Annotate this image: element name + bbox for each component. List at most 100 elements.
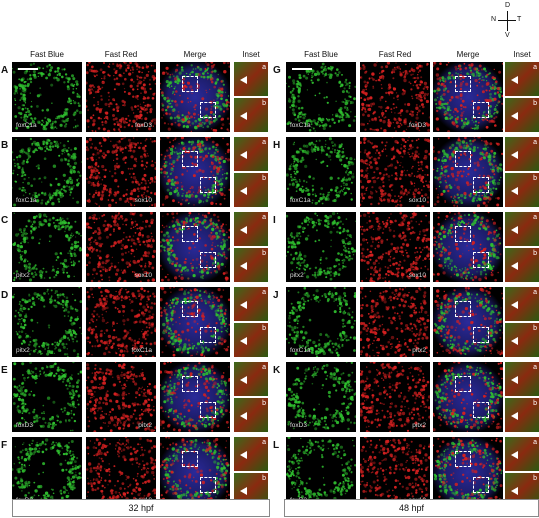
- inset-E-b: b: [234, 398, 268, 432]
- inset-A-a-arrowhead: [240, 76, 247, 84]
- inset-H-a-arrowhead: [511, 151, 518, 159]
- footer-32hpf: 32 hpf: [12, 499, 270, 517]
- speckle-texture: [14, 289, 81, 356]
- speckle-texture: [286, 62, 356, 132]
- inset-G-a-arrowhead: [511, 76, 518, 84]
- inset-F-a: a: [234, 437, 268, 471]
- inset-J-b-arrowhead: [511, 337, 518, 345]
- row-label-C: C: [1, 215, 9, 226]
- inset-G-a: a: [505, 62, 539, 96]
- panel-K-box-b: [473, 402, 489, 418]
- panel-G-fast-blue: foxC1a: [286, 62, 356, 132]
- inset-K-a-label: a: [533, 364, 537, 371]
- inset-K-b-arrowhead: [511, 412, 518, 420]
- panel-J-fast-red: pitx2: [360, 287, 430, 357]
- inset-G-a-label: a: [533, 64, 537, 71]
- inset-A-separator: [234, 96, 268, 98]
- speckle-texture: [160, 137, 230, 206]
- speckle-texture: [13, 440, 82, 505]
- inset-I-b-arrowhead: [511, 262, 518, 270]
- inset-K-a-arrowhead: [511, 376, 518, 384]
- inset-E-b-arrowhead: [240, 412, 247, 420]
- header-left-0: Fast Blue: [30, 50, 64, 59]
- speckle-texture: [12, 138, 82, 206]
- inset-D-a: a: [234, 287, 268, 321]
- inset-H-a-label: a: [533, 139, 537, 146]
- speckle-texture: [433, 437, 503, 507]
- inset-I-b: b: [505, 248, 539, 282]
- inset-L-b-label: b: [533, 475, 537, 482]
- speckle-texture: [360, 290, 430, 354]
- inset-L-a-label: a: [533, 439, 537, 446]
- panel-K-red-label: pitx2: [412, 422, 426, 429]
- speckle-texture: [12, 137, 82, 207]
- compass-vline: [507, 11, 508, 31]
- inset-I-b-label: b: [533, 250, 537, 257]
- panel-C-fast-blue: pitx2: [12, 212, 82, 282]
- panel-A-fast-blue: foxC1a: [12, 62, 82, 132]
- inset-K-b: b: [505, 398, 539, 432]
- panel-J-fast-blue: foxC1a: [286, 287, 356, 357]
- panel-A-fast-red: foxD3: [86, 62, 156, 132]
- panel-K-fast-red: pitx2: [360, 362, 430, 432]
- inset-A-b-label: b: [262, 100, 266, 107]
- row-label-F: F: [1, 440, 8, 451]
- panel-D-red-label: foxC1a: [131, 347, 152, 354]
- panel-F-fast-blue: foxD3: [12, 437, 82, 507]
- panel-H-fast-red: sox10: [360, 137, 430, 207]
- panel-I-red-label: sox10: [408, 272, 426, 279]
- speckle-texture: [360, 62, 430, 132]
- panel-D-fast-red: foxC1a: [86, 287, 156, 357]
- compass-dorsal: D: [505, 2, 511, 9]
- row-label-B: B: [1, 140, 9, 151]
- inset-E-a: a: [234, 362, 268, 396]
- panel-B-fast-blue: foxC1a: [12, 137, 82, 207]
- speckle-texture: [162, 289, 229, 355]
- inset-B-a-label: a: [262, 139, 266, 146]
- inset-F-b-label: b: [262, 475, 266, 482]
- panel-E-box-a: [182, 376, 198, 392]
- compass-nasal: N: [491, 16, 497, 23]
- inset-I-a-arrowhead: [511, 226, 518, 234]
- speckle-texture: [360, 137, 430, 207]
- speckle-texture: [433, 62, 503, 132]
- inset-J-a-arrowhead: [511, 301, 518, 309]
- speckle-texture: [361, 65, 429, 128]
- panel-B-red-label: sox10: [134, 197, 152, 204]
- panel-D-blue-label: pitx2: [16, 347, 30, 354]
- inset-A-a: a: [234, 62, 268, 96]
- speckle-texture: [433, 64, 503, 130]
- compass-hline: [498, 20, 516, 21]
- header-right-3: Inset: [513, 50, 531, 59]
- row-label-H: H: [273, 140, 281, 151]
- panel-E-fast-red: pitx2: [86, 362, 156, 432]
- inset-J-b: b: [505, 323, 539, 357]
- row-label-D: D: [1, 290, 9, 301]
- panel-B-box-b: [200, 177, 216, 193]
- inset-D-b-arrowhead: [240, 337, 247, 345]
- inset-L-a-arrowhead: [511, 451, 518, 459]
- inset-I-separator: [505, 246, 539, 248]
- panel-F-box-b: [200, 477, 216, 493]
- inset-C-separator: [234, 246, 268, 248]
- panel-B-box-a: [182, 151, 198, 167]
- inset-J-b-label: b: [533, 325, 537, 332]
- panel-I-box-a: [455, 226, 471, 242]
- inset-B-b-arrowhead: [240, 187, 247, 195]
- speckle-texture: [160, 362, 230, 432]
- inset-E-b-label: b: [262, 400, 266, 407]
- inset-L-separator: [505, 471, 539, 473]
- speckle-texture: [360, 362, 430, 432]
- inset-H-b: b: [505, 173, 539, 207]
- panel-J-box-b: [473, 327, 489, 343]
- inset-K-b-label: b: [533, 400, 537, 407]
- speckle-texture: [87, 214, 156, 278]
